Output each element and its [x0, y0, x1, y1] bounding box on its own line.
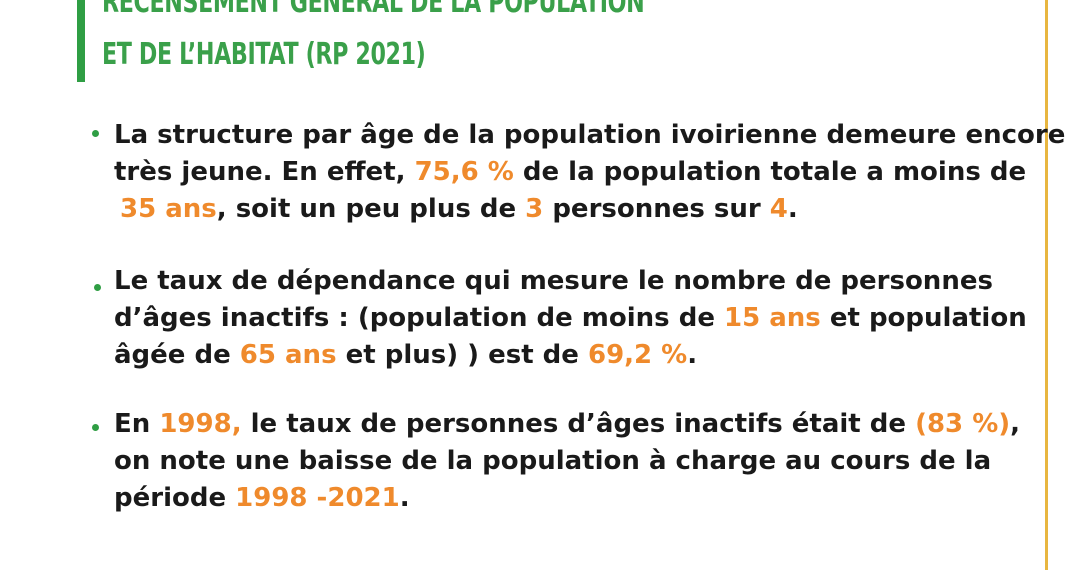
header-title-line-1: RECENSEMENT GÉNÉRAL DE LA POPULATION — [102, 0, 645, 20]
paragraph-age-structure: La structure par âge de la population iv… — [114, 117, 1065, 228]
text-run: de la population totale a moins de — [513, 157, 1027, 187]
highlighted-figure: 75,6 % — [414, 157, 514, 187]
highlighted-figure: 69,2 % — [587, 340, 688, 370]
header-accent-bar — [77, 0, 85, 82]
header-title-line-2: ET DE L’HABITAT (RP 2021) — [102, 37, 426, 72]
text-run: âgée de — [114, 340, 240, 370]
text-run: . — [687, 340, 698, 370]
text-run: , — [1010, 409, 1021, 439]
paragraph-1998-comparison: En 1998, le taux de personnes d’âges ina… — [114, 406, 1049, 517]
paragraph-dependency-ratio: Le taux de dépendance qui mesure le nomb… — [114, 263, 1049, 374]
text-run: , soit un peu plus de — [216, 194, 526, 224]
text-run: . — [787, 194, 798, 224]
text-run: d’âges inactifs : (population de moins d… — [114, 303, 725, 333]
paragraph-line: 35 ans, soit un peu plus de 3 personnes … — [114, 191, 1049, 228]
text-run: La structure par âge de la population iv… — [114, 120, 1066, 150]
highlighted-figure: 65 ans — [239, 340, 337, 370]
text-run: on note une baisse de la population à ch… — [114, 446, 992, 476]
text-run: En — [114, 409, 160, 439]
text-run: le taux de personnes d’âges inactifs éta… — [241, 409, 916, 439]
highlighted-figure: (83 %) — [915, 409, 1011, 439]
paragraph-line: Le taux de dépendance qui mesure le nomb… — [114, 263, 1049, 300]
paragraph-line: période 1998 -2021. — [114, 480, 1049, 517]
text-run: et population — [820, 303, 1027, 333]
highlighted-figure: 35 ans — [120, 194, 217, 224]
paragraph-line: La structure par âge de la population iv… — [114, 117, 1065, 154]
paragraph-line: d’âges inactifs : (population de moins d… — [114, 300, 1049, 337]
paragraph-line: très jeune. En effet, 75,6 % de la popul… — [114, 154, 1049, 191]
bullet-icon — [92, 130, 99, 137]
bullet-icon — [94, 284, 101, 291]
highlighted-figure: 4 — [769, 194, 788, 224]
paragraph-line: âgée de 65 ans et plus) ) est de 69,2 %. — [114, 337, 1049, 374]
right-border-rule — [1045, 0, 1048, 570]
highlighted-figure: 1998, — [159, 409, 242, 439]
text-run: Le taux de dépendance qui mesure le nomb… — [114, 266, 993, 296]
highlighted-figure: 3 — [525, 194, 544, 224]
text-run: et plus) ) est de — [336, 340, 588, 370]
paragraph-line: En 1998, le taux de personnes d’âges ina… — [114, 406, 1049, 443]
paragraph-line: on note une baisse de la population à ch… — [114, 443, 1049, 480]
highlighted-figure: 15 ans — [724, 303, 821, 333]
text-run: personnes sur — [543, 194, 770, 224]
highlighted-figure: 1998 -2021 — [235, 483, 400, 513]
text-run: période — [114, 483, 236, 513]
text-run: . — [399, 483, 410, 513]
text-run: très jeune. En effet, — [114, 157, 415, 187]
bullet-icon — [92, 424, 99, 431]
